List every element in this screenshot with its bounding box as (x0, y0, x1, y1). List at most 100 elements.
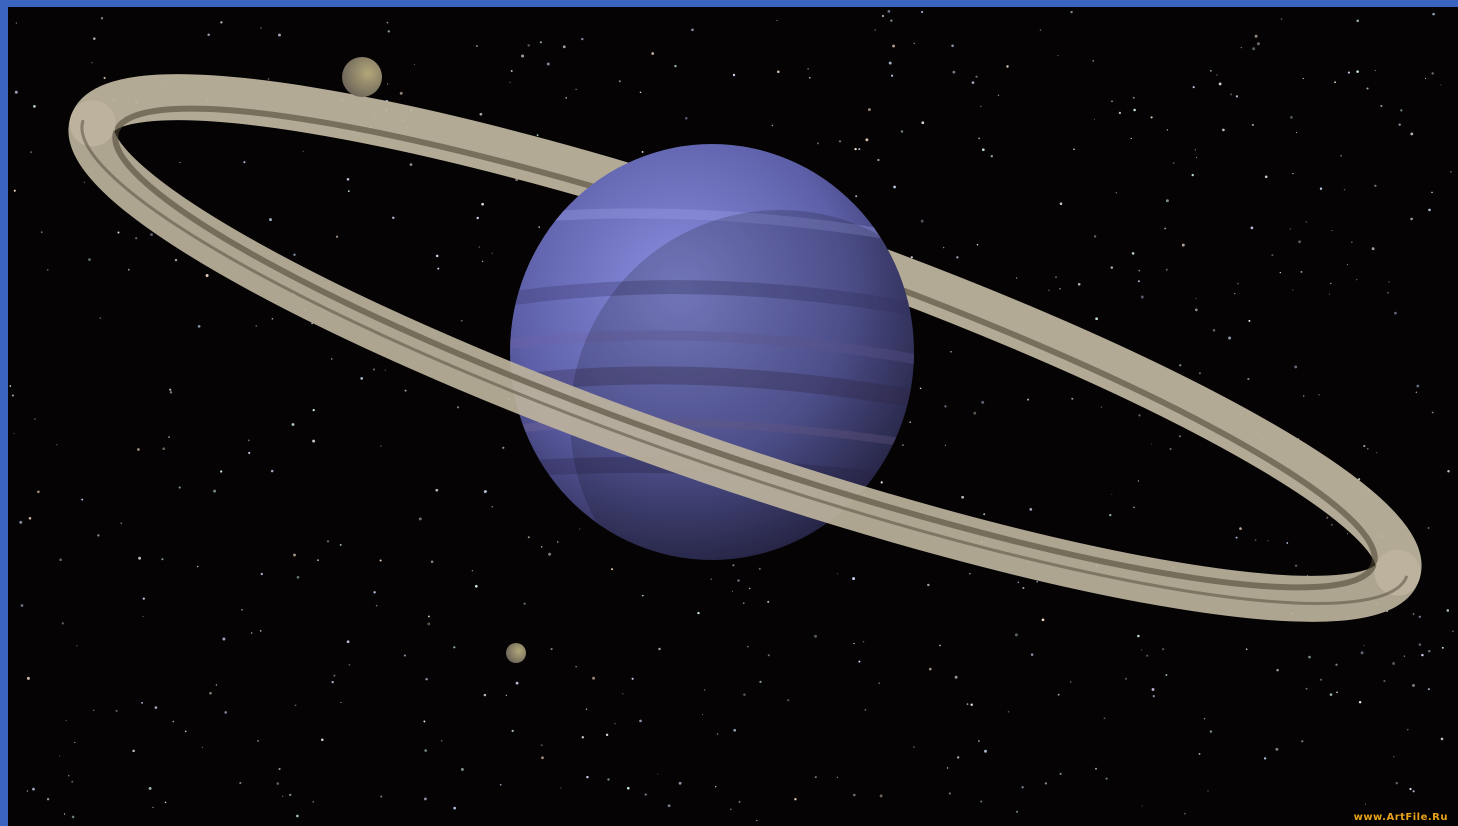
star (743, 693, 746, 696)
star (966, 703, 969, 705)
star (1366, 87, 1369, 90)
star (976, 243, 979, 246)
star (622, 693, 624, 695)
star (1346, 533, 1348, 535)
star (704, 689, 706, 691)
star (743, 602, 745, 604)
star (1450, 171, 1452, 173)
star (13, 189, 16, 192)
star (1007, 710, 1010, 713)
star (1228, 336, 1232, 340)
star (1029, 508, 1033, 511)
star (951, 44, 954, 48)
star (276, 782, 280, 785)
star (1440, 737, 1444, 741)
star (296, 814, 299, 818)
star (565, 97, 568, 99)
star (28, 517, 32, 520)
star (1428, 208, 1431, 212)
star (169, 391, 173, 394)
star (99, 317, 102, 319)
star (1057, 693, 1060, 696)
star (1252, 47, 1256, 51)
star (32, 787, 35, 791)
star (1070, 681, 1072, 683)
star (491, 506, 493, 508)
star (527, 44, 530, 47)
star (1254, 34, 1258, 38)
star (34, 418, 36, 420)
star (271, 317, 274, 320)
star (1194, 149, 1196, 151)
star (71, 780, 74, 783)
star (657, 773, 659, 775)
star (453, 806, 457, 810)
star (893, 185, 896, 189)
star (437, 267, 440, 270)
star (1048, 289, 1050, 291)
star (1356, 70, 1359, 73)
star (403, 654, 406, 657)
star (777, 70, 780, 74)
star (1131, 252, 1135, 255)
star (858, 660, 861, 663)
star (581, 736, 585, 739)
moon-small (506, 643, 526, 663)
star (536, 134, 539, 136)
star (1196, 156, 1198, 158)
star (579, 528, 581, 530)
star (1191, 173, 1194, 177)
star (1198, 752, 1201, 755)
star (427, 622, 431, 626)
star (1286, 542, 1289, 544)
star (1017, 581, 1019, 583)
star (1209, 730, 1213, 733)
star (430, 560, 434, 564)
star (61, 622, 64, 625)
star (701, 714, 704, 716)
star (1367, 448, 1369, 450)
star (248, 451, 251, 454)
star (409, 163, 413, 166)
star (730, 808, 732, 811)
star (424, 749, 428, 752)
star (184, 730, 187, 733)
star (30, 151, 32, 154)
star (312, 801, 314, 803)
star (978, 740, 980, 742)
star (1070, 10, 1073, 14)
star (1133, 108, 1136, 112)
star (1239, 527, 1242, 530)
star (1431, 411, 1434, 414)
star (257, 740, 259, 742)
star (65, 720, 67, 722)
star (759, 680, 762, 684)
star (1165, 268, 1168, 271)
star (1334, 81, 1337, 84)
star (1071, 397, 1074, 400)
star (970, 703, 973, 706)
star (980, 800, 983, 803)
star (1403, 655, 1406, 657)
star (888, 61, 892, 65)
star (1412, 683, 1415, 687)
star (282, 795, 284, 797)
star (71, 815, 75, 819)
star (978, 137, 980, 140)
star (1141, 649, 1143, 651)
star (1441, 646, 1444, 649)
star (639, 91, 642, 94)
star (557, 541, 559, 543)
star (373, 591, 376, 594)
star (103, 76, 106, 80)
star (1267, 540, 1269, 542)
star (1181, 243, 1185, 247)
star (379, 559, 382, 562)
star (76, 645, 78, 647)
star (142, 616, 144, 618)
star (148, 786, 152, 790)
star (478, 246, 480, 248)
star (920, 219, 924, 223)
star (339, 543, 342, 546)
star (560, 787, 562, 789)
